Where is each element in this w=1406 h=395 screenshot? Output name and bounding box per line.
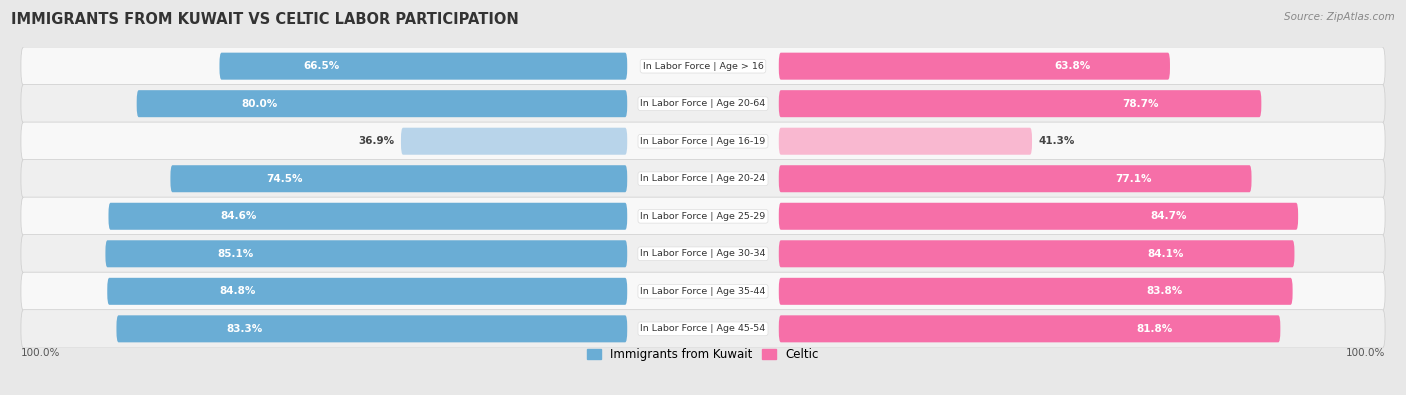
FancyBboxPatch shape [21,160,1385,198]
Text: 36.9%: 36.9% [359,136,394,146]
FancyBboxPatch shape [108,203,627,230]
Text: 84.7%: 84.7% [1150,211,1187,221]
FancyBboxPatch shape [136,90,627,117]
Text: 77.1%: 77.1% [1115,174,1152,184]
Text: 66.5%: 66.5% [304,61,339,71]
FancyBboxPatch shape [21,235,1385,273]
Text: 84.1%: 84.1% [1147,249,1184,259]
FancyBboxPatch shape [105,240,627,267]
FancyBboxPatch shape [170,165,627,192]
Text: 84.8%: 84.8% [219,286,256,296]
FancyBboxPatch shape [779,90,1261,117]
Text: 78.7%: 78.7% [1122,99,1159,109]
Legend: Immigrants from Kuwait, Celtic: Immigrants from Kuwait, Celtic [582,343,824,366]
FancyBboxPatch shape [219,53,627,80]
FancyBboxPatch shape [779,203,1298,230]
Text: 41.3%: 41.3% [1039,136,1076,146]
FancyBboxPatch shape [21,272,1385,310]
Text: IMMIGRANTS FROM KUWAIT VS CELTIC LABOR PARTICIPATION: IMMIGRANTS FROM KUWAIT VS CELTIC LABOR P… [11,12,519,27]
FancyBboxPatch shape [21,310,1385,348]
Text: 85.1%: 85.1% [218,249,254,259]
Text: In Labor Force | Age 35-44: In Labor Force | Age 35-44 [640,287,766,296]
Text: 74.5%: 74.5% [266,174,302,184]
FancyBboxPatch shape [779,53,1170,80]
Text: Source: ZipAtlas.com: Source: ZipAtlas.com [1284,12,1395,22]
Text: 100.0%: 100.0% [1346,348,1385,358]
Text: In Labor Force | Age 25-29: In Labor Force | Age 25-29 [640,212,766,221]
Text: In Labor Force | Age > 16: In Labor Force | Age > 16 [643,62,763,71]
FancyBboxPatch shape [21,85,1385,123]
FancyBboxPatch shape [107,278,627,305]
FancyBboxPatch shape [21,122,1385,160]
Text: In Labor Force | Age 30-34: In Labor Force | Age 30-34 [640,249,766,258]
FancyBboxPatch shape [779,128,1032,155]
FancyBboxPatch shape [779,315,1281,342]
Text: 80.0%: 80.0% [242,99,277,109]
FancyBboxPatch shape [21,47,1385,85]
FancyBboxPatch shape [117,315,627,342]
Text: 83.3%: 83.3% [226,324,263,334]
Text: In Labor Force | Age 45-54: In Labor Force | Age 45-54 [640,324,766,333]
Text: 81.8%: 81.8% [1137,324,1173,334]
FancyBboxPatch shape [779,165,1251,192]
Text: In Labor Force | Age 20-64: In Labor Force | Age 20-64 [640,99,766,108]
FancyBboxPatch shape [779,240,1295,267]
Text: In Labor Force | Age 16-19: In Labor Force | Age 16-19 [640,137,766,146]
Text: 84.6%: 84.6% [219,211,256,221]
FancyBboxPatch shape [21,197,1385,235]
Text: 83.8%: 83.8% [1146,286,1182,296]
Text: In Labor Force | Age 20-24: In Labor Force | Age 20-24 [640,174,766,183]
Text: 100.0%: 100.0% [21,348,60,358]
FancyBboxPatch shape [401,128,627,155]
Text: 63.8%: 63.8% [1054,61,1090,71]
FancyBboxPatch shape [779,278,1292,305]
